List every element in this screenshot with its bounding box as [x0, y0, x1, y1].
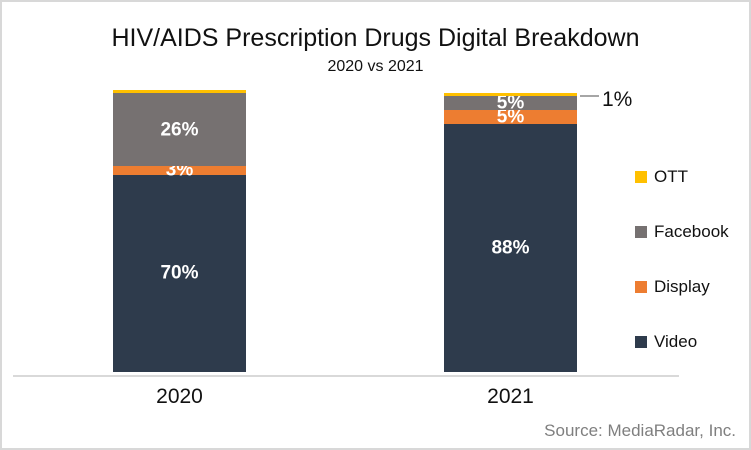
bar-2021: 88% 5% 5%	[444, 92, 577, 372]
legend-swatch-facebook	[635, 226, 647, 238]
annotation-ott-2021: 1%	[602, 88, 633, 111]
bar-2020: 70% 3% 26%	[113, 90, 246, 372]
data-label-display-2021: 5%	[496, 106, 525, 128]
legend-swatch-video	[635, 336, 647, 348]
legend-swatch-ott	[635, 171, 647, 183]
x-axis-line	[13, 375, 679, 377]
segment-video-2020: 70%	[113, 174, 246, 372]
segment-ott-2021	[444, 92, 577, 96]
chart-subtitle: 2020 vs 2021	[327, 58, 424, 75]
legend: OTT Facebook Display Video	[635, 167, 729, 387]
segment-display-2021: 5%	[444, 106, 577, 128]
segment-ott-2020	[113, 90, 246, 93]
x-axis-label-2021: 2021	[487, 385, 534, 408]
segment-facebook-2020: 26%	[113, 92, 246, 167]
data-label-video-2021: 88%	[491, 237, 530, 259]
segment-facebook-2021: 5%	[444, 92, 577, 114]
data-label-facebook-2021: 5%	[496, 92, 525, 114]
legend-item-facebook: Facebook	[635, 222, 729, 242]
annotation-leader-line	[580, 95, 599, 97]
x-axis-label-2020: 2020	[156, 385, 203, 408]
legend-label-ott: OTT	[654, 167, 688, 186]
segment-display-2020: 3%	[113, 161, 246, 180]
legend-label-display: Display	[654, 277, 710, 296]
legend-swatch-display	[635, 281, 647, 293]
legend-item-ott: OTT	[635, 167, 729, 187]
segment-video-2021: 88%	[444, 123, 577, 372]
legend-item-display: Display	[635, 277, 729, 297]
source-credit: Source: MediaRadar, Inc.	[544, 421, 736, 440]
legend-item-video: Video	[635, 332, 729, 352]
data-label-video-2020: 70%	[160, 262, 199, 284]
legend-label-video: Video	[654, 332, 698, 351]
legend-label-facebook: Facebook	[654, 222, 729, 241]
data-label-facebook-2020: 26%	[160, 119, 199, 140]
chart-title: HIV/AIDS Prescription Drugs Digital Brea…	[111, 24, 640, 52]
